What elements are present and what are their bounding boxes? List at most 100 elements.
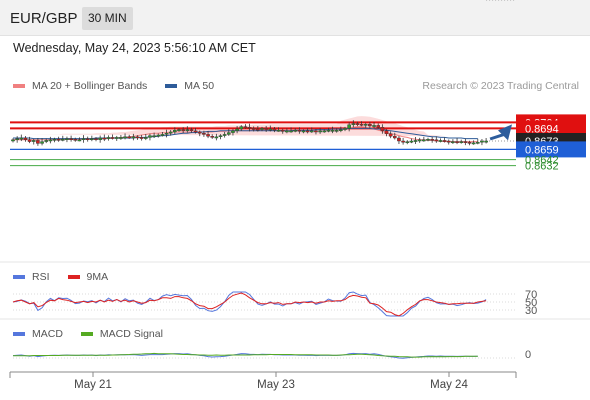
candle-body xyxy=(480,140,484,143)
candle-body xyxy=(280,129,285,132)
candle-body xyxy=(438,140,443,142)
forecast-arrow-shaft xyxy=(489,132,505,141)
candle-body xyxy=(355,123,360,125)
candle-body xyxy=(235,128,239,131)
candle-body xyxy=(193,130,198,133)
candle-body xyxy=(463,141,468,144)
candle-body xyxy=(401,140,405,143)
candle-body xyxy=(11,139,15,142)
candle-body xyxy=(189,129,194,132)
target-label: 0.8642 xyxy=(525,155,559,167)
candle-body xyxy=(339,129,343,132)
candle-body xyxy=(61,138,65,141)
legend-label-macd: MACD xyxy=(32,328,63,340)
candle-body xyxy=(243,126,248,128)
candle-body xyxy=(297,129,302,132)
time-axis: May 21 May 23 May 24 xyxy=(9,371,517,391)
rsi-tick-label: 70 xyxy=(525,289,537,301)
candle-body xyxy=(330,129,335,132)
candle-body xyxy=(372,125,376,127)
candle-body xyxy=(268,128,273,131)
candle-body xyxy=(446,140,451,143)
main-legend: MA 20 + Bollinger Bands MA 50 xyxy=(13,80,232,92)
candle-body xyxy=(119,137,123,139)
candle-body xyxy=(434,139,439,142)
support-label-box xyxy=(516,141,586,158)
resistance-label: 0.8694 xyxy=(525,123,559,135)
candle-body xyxy=(293,129,298,132)
candle-body xyxy=(85,138,90,141)
legend-item-rsi: RSI xyxy=(13,271,50,283)
candle-body xyxy=(177,129,181,132)
rsi-9ma-line xyxy=(12,292,487,317)
candle-body xyxy=(31,140,36,142)
candle-body xyxy=(384,130,389,135)
rsi-legend: RSI 9MA xyxy=(13,271,126,283)
header-bar: EUR/GBP 30 MIN xyxy=(0,0,590,36)
legend-item-macd-signal: MACD Signal xyxy=(80,328,163,340)
candle-body xyxy=(48,139,53,142)
candle-body xyxy=(322,130,327,133)
resistance-label-box xyxy=(516,120,586,137)
candle-body xyxy=(185,129,190,132)
candle-body xyxy=(405,141,410,144)
candle-body xyxy=(44,140,48,142)
candle-body xyxy=(318,130,322,133)
candle-body xyxy=(484,140,488,143)
candle-body xyxy=(131,136,136,139)
timeframe-button[interactable]: 30 MIN xyxy=(82,7,133,30)
candle-body xyxy=(94,138,98,141)
candle-body xyxy=(422,139,426,142)
candle-body xyxy=(251,128,256,130)
candle-body xyxy=(256,128,260,131)
candle-body xyxy=(376,125,381,128)
symbol-label: EUR/GBP xyxy=(10,10,78,27)
candle-body xyxy=(214,136,219,139)
rsi-tick-label: 30 xyxy=(525,305,537,317)
candle-body xyxy=(334,129,339,132)
time-axis-label: May 24 xyxy=(430,379,468,391)
candle-body xyxy=(127,136,131,139)
candle-body xyxy=(168,131,173,134)
legend-label-macd-signal: MACD Signal xyxy=(99,328,163,340)
candle-body xyxy=(135,136,140,139)
candle-body xyxy=(393,135,397,139)
candle-body xyxy=(90,138,94,141)
legend-swatch-bollinger xyxy=(13,84,25,88)
candle-body xyxy=(143,137,148,139)
candle-body xyxy=(380,126,385,131)
legend-label-bollinger: MA 20 + Bollinger Bands xyxy=(32,80,148,92)
candle-body xyxy=(36,140,40,144)
candle-body xyxy=(226,132,231,135)
candle-body xyxy=(451,141,455,144)
legend-label-9ma: 9MA xyxy=(86,271,109,283)
candle-body xyxy=(139,137,144,139)
candle-body xyxy=(247,126,252,129)
candle-body xyxy=(81,138,86,141)
candle-body xyxy=(65,138,69,141)
rsi-line xyxy=(12,291,487,317)
candle-body xyxy=(40,141,44,144)
legend-swatch-rsi xyxy=(13,275,25,279)
candle-body xyxy=(73,138,78,141)
candle-body xyxy=(289,130,293,133)
candle-body xyxy=(359,123,364,126)
candle-body xyxy=(285,130,289,133)
candle-body xyxy=(314,130,318,133)
candle-body xyxy=(231,130,235,133)
support-label: 0.8659 xyxy=(525,144,559,156)
candle-body xyxy=(368,123,372,127)
candle-body xyxy=(264,128,268,130)
moving-averages xyxy=(13,0,516,143)
candle-body xyxy=(56,138,61,141)
candle-body xyxy=(15,138,19,141)
candle-body xyxy=(459,141,464,144)
candles xyxy=(11,120,512,146)
candle-body xyxy=(77,139,82,142)
timestamp: Wednesday, May 24, 2023 5:56:10 AM CET xyxy=(13,41,256,55)
candle-body xyxy=(52,138,57,141)
candle-body xyxy=(305,130,310,133)
candle-body xyxy=(218,135,223,138)
